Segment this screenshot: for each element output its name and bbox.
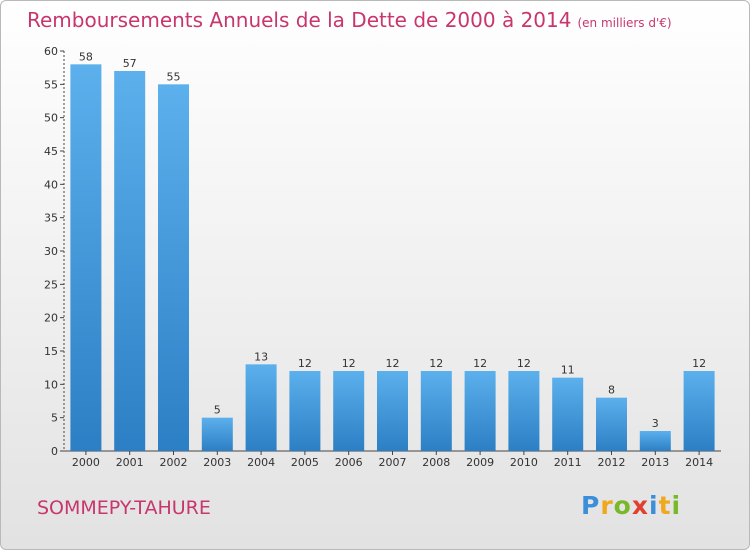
x-tick-label: 2004 bbox=[247, 456, 275, 469]
bar-2008 bbox=[420, 371, 452, 451]
data-label-2009: 12 bbox=[473, 357, 487, 370]
bar-2013 bbox=[639, 431, 671, 451]
bar-2011 bbox=[552, 377, 584, 451]
x-tick-label: 2014 bbox=[685, 456, 713, 469]
chart-unit: (en milliers d'€) bbox=[577, 16, 672, 30]
y-tick-label: 50 bbox=[44, 112, 58, 125]
x-tick-label: 2010 bbox=[510, 456, 538, 469]
y-tick-label: 60 bbox=[44, 45, 58, 58]
bar-2001 bbox=[114, 71, 146, 451]
data-label-2008: 12 bbox=[429, 357, 443, 370]
data-label-2012: 8 bbox=[608, 384, 615, 397]
y-tick-label: 15 bbox=[44, 345, 58, 358]
data-label-2002: 55 bbox=[167, 70, 181, 83]
y-tick-label: 0 bbox=[51, 445, 58, 458]
x-tick-label: 2006 bbox=[335, 456, 363, 469]
commune-name: SOMMEPY-TAHURE bbox=[37, 497, 211, 519]
logo-letter: P bbox=[581, 491, 601, 520]
y-tick-label: 10 bbox=[44, 378, 58, 391]
bar-2003 bbox=[201, 417, 233, 451]
proxiti-logo: Proxiti bbox=[581, 491, 681, 520]
bar-2010 bbox=[508, 371, 540, 451]
data-label-2005: 12 bbox=[298, 357, 312, 370]
chart-title: Remboursements Annuels de la Dette de 20… bbox=[27, 8, 672, 32]
data-label-2014: 12 bbox=[692, 357, 706, 370]
x-tick-label: 2000 bbox=[72, 456, 100, 469]
data-label-2000: 58 bbox=[79, 50, 93, 63]
y-tick-label: 40 bbox=[44, 178, 58, 191]
logo-letter: t bbox=[658, 491, 672, 520]
data-label-2011: 11 bbox=[561, 364, 575, 377]
data-label-2010: 12 bbox=[517, 357, 531, 370]
y-tick-label: 20 bbox=[44, 312, 58, 325]
x-tick-label: 2009 bbox=[466, 456, 494, 469]
bar-2012 bbox=[596, 397, 627, 451]
y-tick-label: 30 bbox=[44, 245, 58, 258]
data-label-2013: 3 bbox=[652, 417, 659, 430]
bar-2005 bbox=[289, 371, 321, 451]
bar-2006 bbox=[333, 371, 365, 451]
bar-2002 bbox=[158, 84, 189, 451]
x-tick-label: 2003 bbox=[203, 456, 231, 469]
bar-2000 bbox=[70, 64, 102, 452]
x-tick-label: 2011 bbox=[554, 456, 582, 469]
logo-letter: i bbox=[671, 491, 682, 520]
logo-letter: o bbox=[613, 491, 632, 520]
y-tick-label: 5 bbox=[51, 412, 58, 425]
chart-title-text: Remboursements Annuels de la Dette de 20… bbox=[27, 8, 572, 32]
x-tick-label: 2001 bbox=[116, 456, 144, 469]
y-tick-label: 25 bbox=[44, 278, 58, 291]
data-label-2003: 5 bbox=[214, 404, 221, 417]
y-tick-label: 55 bbox=[44, 78, 58, 91]
bar-2009 bbox=[464, 371, 496, 451]
x-tick-label: 2007 bbox=[379, 456, 407, 469]
bar-2004 bbox=[245, 364, 277, 451]
x-tick-label: 2005 bbox=[291, 456, 319, 469]
x-tick-label: 2008 bbox=[422, 456, 450, 469]
logo-letter: x bbox=[631, 491, 649, 520]
x-tick-label: 2012 bbox=[598, 456, 626, 469]
data-label-2006: 12 bbox=[342, 357, 356, 370]
data-label-2001: 57 bbox=[123, 57, 137, 70]
logo-letter: r bbox=[600, 491, 614, 520]
x-tick-label: 2013 bbox=[641, 456, 669, 469]
y-tick-label: 45 bbox=[44, 145, 58, 158]
bar-2007 bbox=[377, 371, 408, 451]
data-label-2004: 13 bbox=[254, 350, 268, 363]
bar-2014 bbox=[683, 371, 715, 451]
data-label-2007: 12 bbox=[386, 357, 400, 370]
logo-letter: i bbox=[649, 491, 659, 520]
x-tick-label: 2002 bbox=[160, 456, 188, 469]
bars bbox=[70, 64, 715, 452]
y-tick-label: 35 bbox=[44, 212, 58, 225]
